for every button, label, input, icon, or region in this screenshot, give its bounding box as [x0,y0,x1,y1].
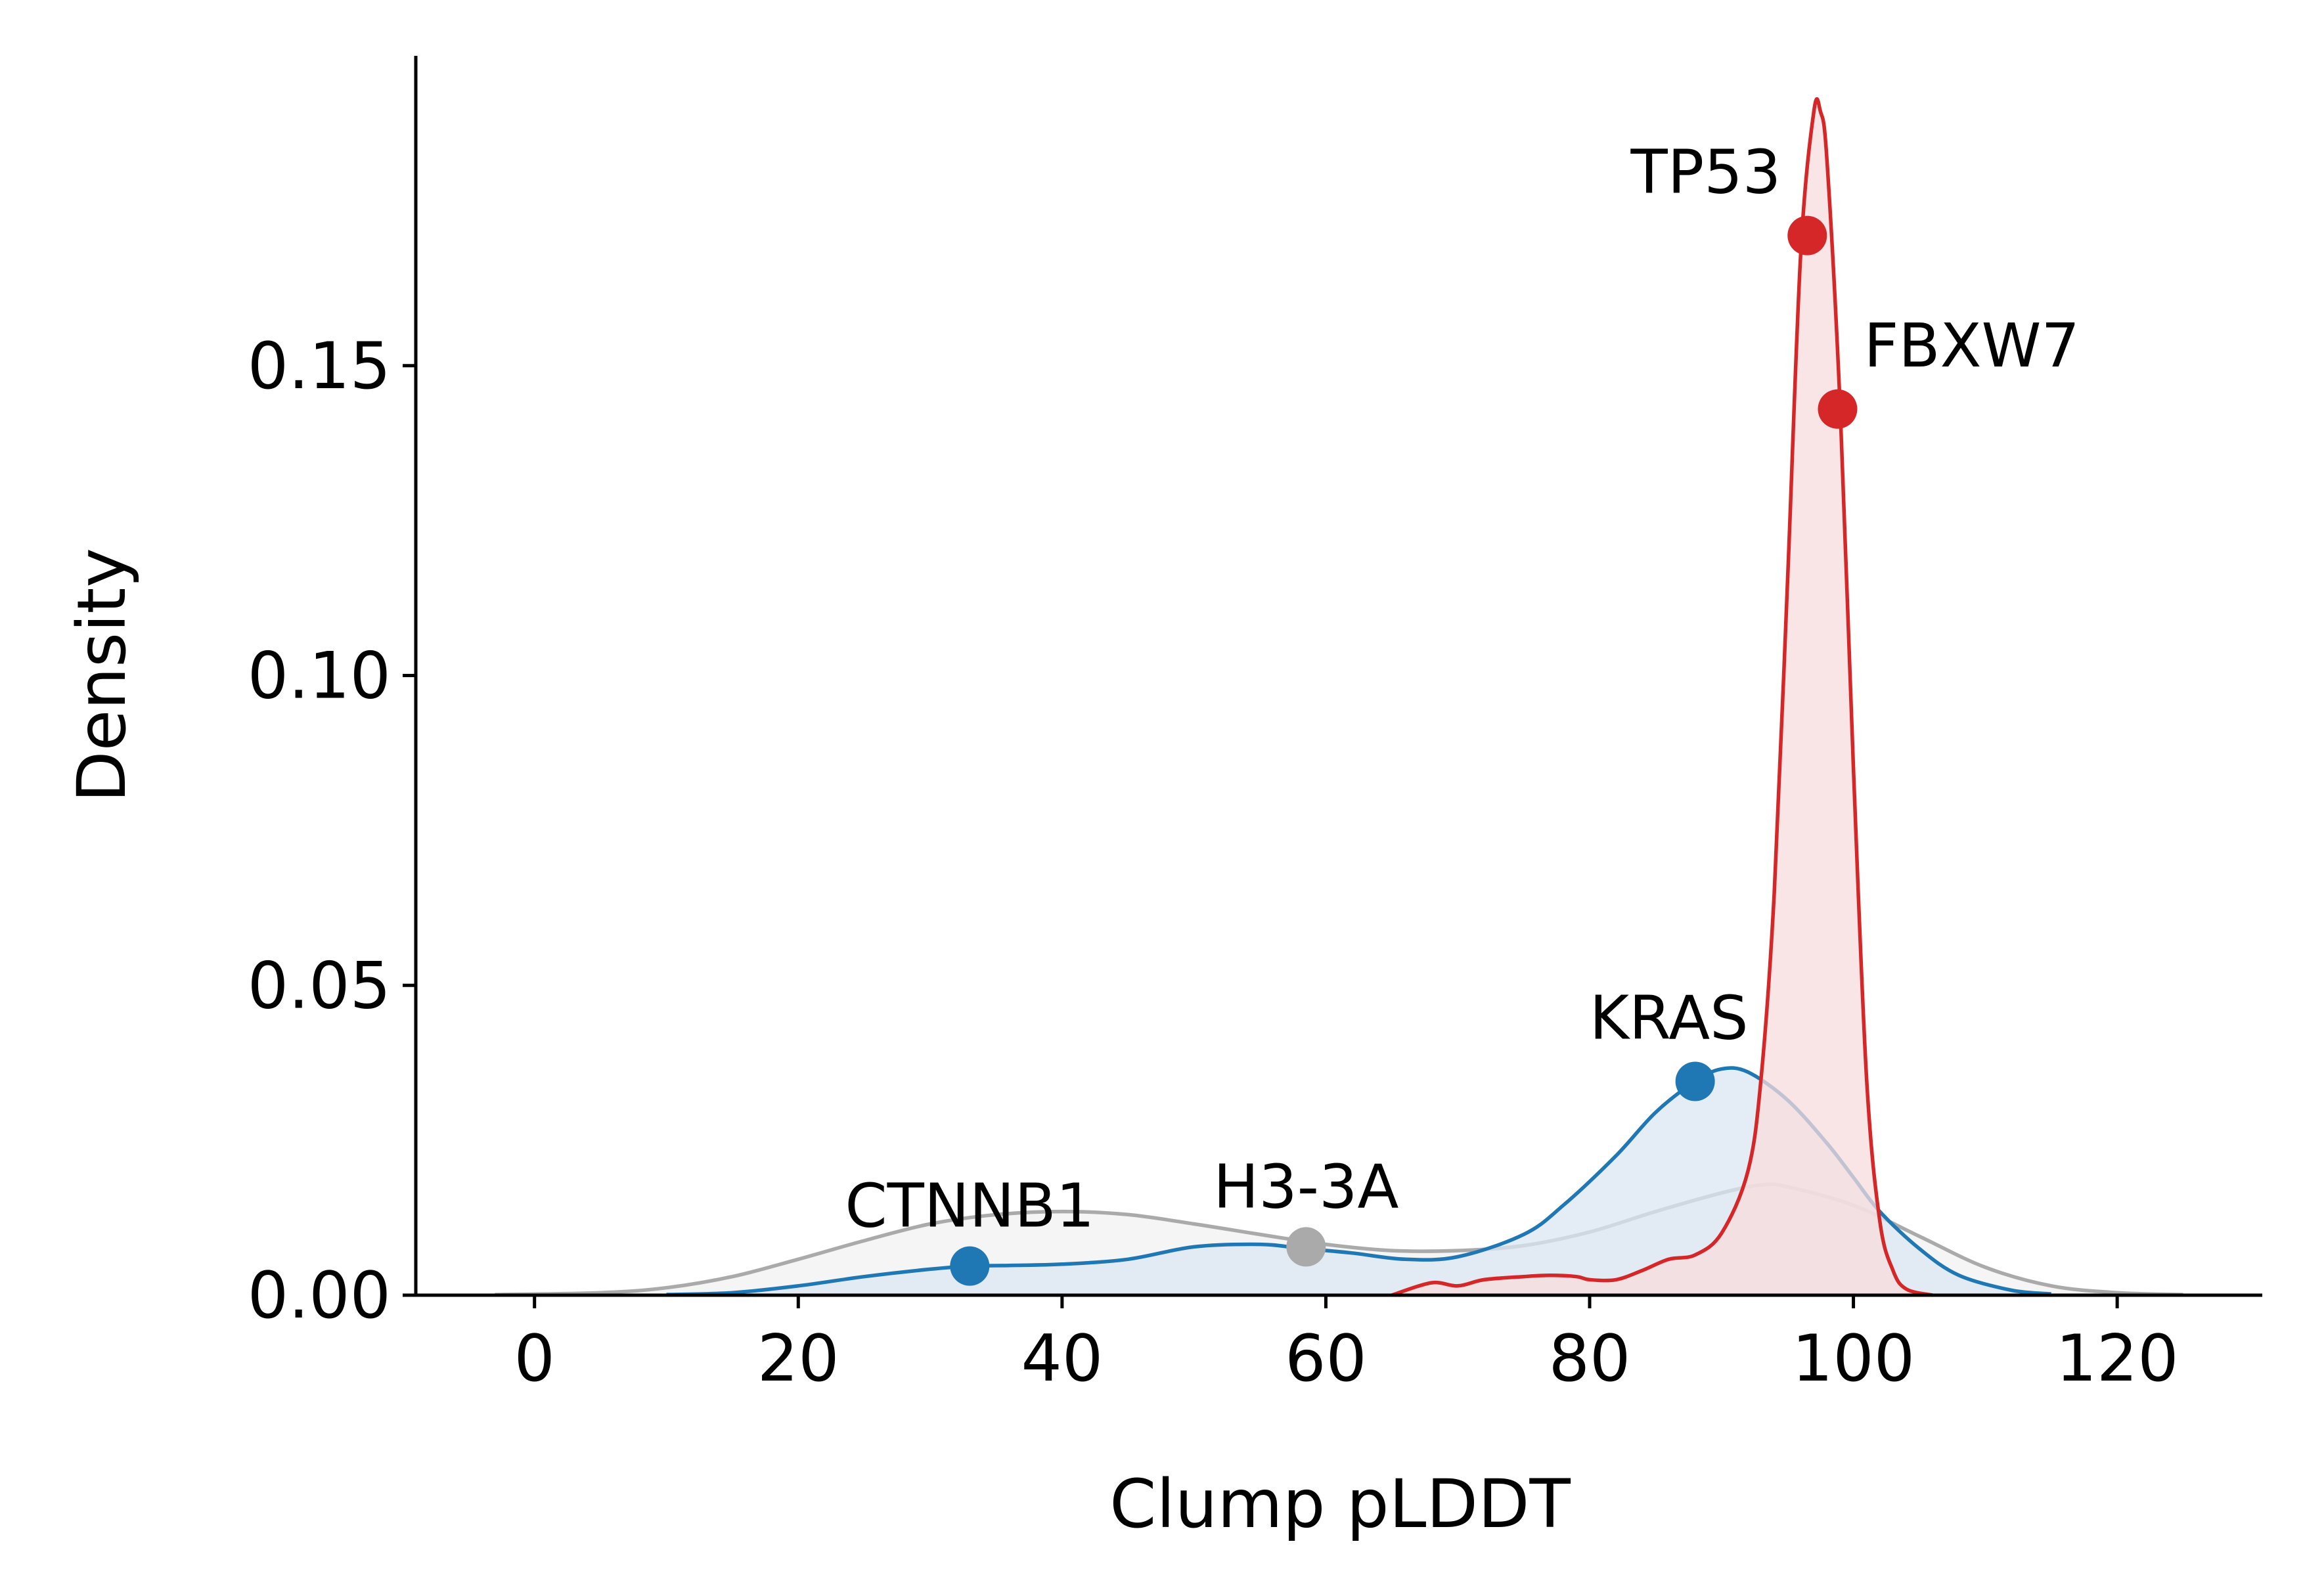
ticks-layer: 0 20 40 60 80 100 120 0.00 0.05 0.10 0.15 [248,329,2179,1396]
x-tick-label: 60 [1285,1321,1367,1396]
series-1-area [666,1068,2051,1295]
point-label-kras: KRAS [1590,983,1749,1053]
series-2-line [1391,97,1933,1297]
point-label-ctnnb1: CTNNB1 [845,1171,1094,1241]
x-axis-title: Clump pLDDT [1109,1465,1571,1543]
x-tick-label: 100 [1792,1321,1915,1396]
x-tick-label: 120 [2056,1321,2179,1396]
y-tick-label: 0.10 [248,639,391,714]
point-tp53 [1787,215,1827,255]
point-label-tp53: TP53 [1630,137,1781,208]
series-layer [495,97,2183,1297]
x-tick-label: 40 [1021,1321,1103,1396]
y-tick-label: 0.05 [248,948,391,1023]
x-tick-label: 20 [757,1321,839,1396]
point-ctnnb1 [950,1246,990,1286]
point-label-h3-3a: H3-3A [1213,1151,1398,1222]
y-axis-title: Density [63,548,141,803]
point-fbxw7 [1818,389,1858,429]
y-tick-label: 0.00 [248,1258,391,1333]
x-tick-label: 80 [1549,1321,1631,1396]
axes-layer [414,56,2262,1297]
x-tick-label: 0 [514,1321,555,1396]
y-tick-label: 0.15 [248,329,391,404]
point-h3-3a [1286,1227,1326,1267]
point-kras [1675,1061,1715,1101]
point-label-fbxw7: FBXW7 [1864,311,2080,381]
series-0-line [495,1182,2183,1297]
series-2-area [1391,99,1933,1295]
points-layer: CTNNB1 H3-3A KRAS TP53 FBXW7 [845,137,2080,1286]
